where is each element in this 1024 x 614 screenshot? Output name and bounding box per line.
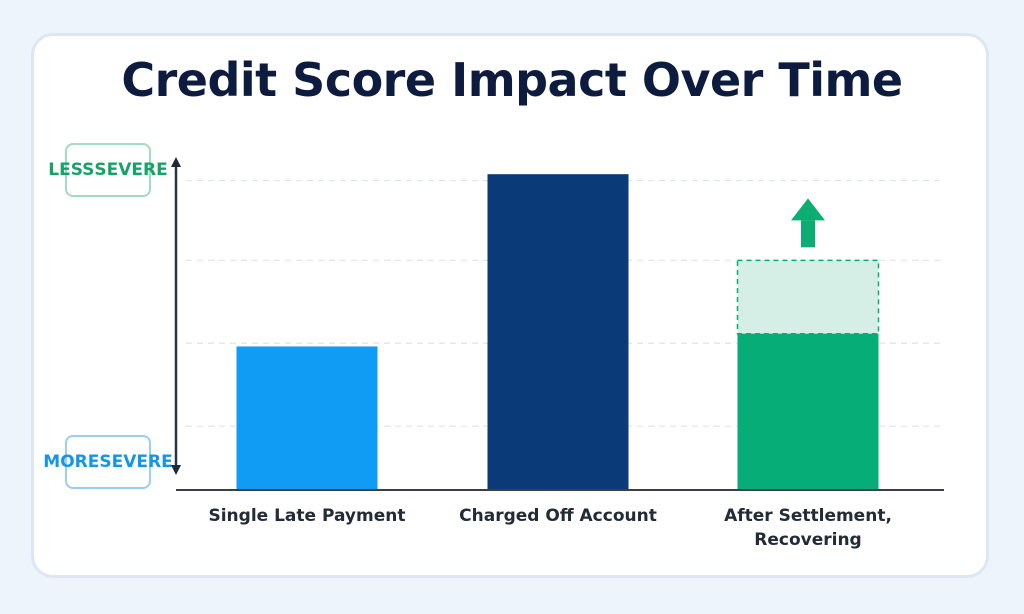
recovery-arrow-group xyxy=(791,198,825,248)
x-tick-label-line: Recovering xyxy=(754,530,862,550)
recovery-arrow-icon xyxy=(791,198,825,221)
chart-title: Credit Score Impact Over Time xyxy=(121,53,903,107)
x-tick-label: After Settlement, Recovering xyxy=(688,504,928,552)
less-severe-label-line1: LESS xyxy=(48,159,95,180)
bar-after-settlement-recovering xyxy=(737,333,879,490)
x-tick-label: Charged Off Account xyxy=(438,504,678,528)
bars xyxy=(236,174,880,490)
x-tick-label-line: After Settlement, xyxy=(724,506,892,526)
less-severe-badge: LESS SEVERE xyxy=(48,143,168,197)
bar-recovery-potential xyxy=(736,259,880,335)
less-severe-label-line2: SEVERE xyxy=(94,159,168,180)
more-severe-badge: MORE SEVERE xyxy=(43,435,173,489)
more-severe-label-line2: SEVERE xyxy=(99,451,173,472)
x-tick-label-line: Charged Off Account xyxy=(459,506,657,526)
x-tick-label: Single Late Payment xyxy=(187,504,427,528)
recovery-arrow-shaft xyxy=(801,220,815,248)
bar-charged-off-account xyxy=(487,174,629,490)
more-severe-label-line1: MORE xyxy=(43,451,100,472)
x-tick-label-line: Single Late Payment xyxy=(208,506,406,526)
bar-single-late-payment xyxy=(236,346,378,490)
